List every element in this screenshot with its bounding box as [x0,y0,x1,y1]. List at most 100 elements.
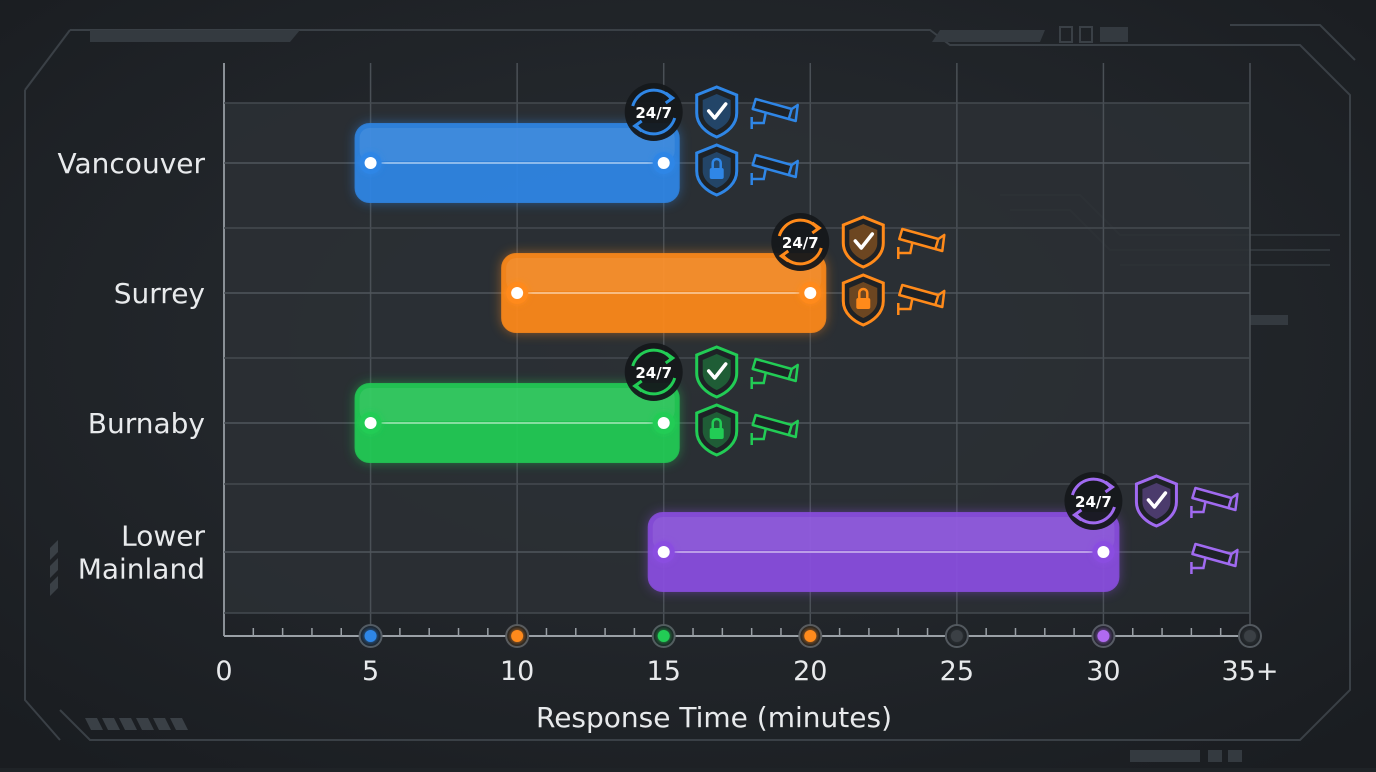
camera-lens [788,419,799,439]
axis-marker [944,624,969,648]
camera-lens [788,363,799,383]
axis-marker [798,624,823,648]
badge-bg [624,83,683,141]
camera-mount [750,112,767,129]
shield-fill [702,94,731,130]
range-bar-body [501,253,827,333]
axis-marker [1091,624,1116,648]
camera-mount [897,242,914,259]
range-bar [354,123,680,203]
status-icon-group: 24/7 [771,213,946,327]
camera-lens [788,159,799,179]
camera-mount [1190,501,1207,518]
shield-outline [695,85,739,139]
x-tick-label: 35+ [1222,656,1279,687]
shield-outline [841,215,885,269]
twenty-four-seven-icon: 24/7 [1064,472,1123,530]
camera-lens [1228,492,1239,512]
range-bar-highlight [359,128,675,161]
range-start-marker [364,157,377,169]
badge-arrow-top [1104,480,1116,494]
range-end-marker [1097,546,1110,558]
check-mark [1146,491,1168,509]
badge-bg [1064,472,1123,530]
badge-arrow-top [664,91,676,105]
range-bar [647,512,1120,592]
badge-arrow-bottom [632,119,643,133]
range-end-marker [657,417,670,429]
badge-label: 24/7 [635,104,672,122]
twenty-four-seven-icon: 24/7 [624,83,683,141]
range-end-marker [804,287,817,299]
shield-check-icon [695,85,739,139]
lock-shackle [711,157,722,168]
x-tick-label: 5 [362,656,379,687]
x-tick-label: 15 [647,656,681,687]
shield-outline [1134,474,1178,528]
shield-fill [1142,483,1171,519]
axis-marker [505,624,530,648]
security-camera-icon [750,153,799,185]
x-tick-label: 25 [940,656,974,687]
axis-marker-dot [364,630,377,642]
axis-marker [358,624,383,648]
badge-arrow-top [811,221,822,235]
shield-check-icon [695,345,739,399]
badge-bg [624,343,683,401]
range-start-marker [657,546,670,558]
x-tick-label: 10 [500,656,534,687]
security-camera-icon [1190,486,1239,518]
range-bar-body [354,123,680,203]
check-mark [706,362,728,380]
shield-check-icon [1134,474,1178,528]
axis-marker [651,624,676,648]
range-bar-body [647,512,1120,592]
axis-marker-dot [657,630,670,642]
icons-layer: 24/7 24/7 24/7 24/7 [624,83,1239,574]
range-bar-body [354,383,680,463]
lock-shackle [858,287,869,298]
axis-marker-dot [511,630,524,642]
security-camera-icon [897,283,946,315]
axis-marker-dot [950,630,963,642]
x-tick-label: 0 [215,656,232,687]
shield-lock-icon [695,143,739,197]
range-bar-highlight [359,388,675,421]
bars-layer [354,123,1120,592]
lock-body [856,298,871,309]
y-category-label: Vancouver [58,147,206,180]
range-bar [501,253,827,333]
badge-label: 24/7 [635,364,672,382]
security-camera-icon [1190,542,1239,574]
y-category-label: Lower [121,520,205,553]
range-bar-highlight [506,258,822,291]
shield-lock-icon [695,403,739,457]
security-camera-icon [750,413,799,445]
badge-arrow-top [664,351,676,365]
camera-mount [750,428,767,445]
twenty-four-seven-icon: 24/7 [771,213,830,271]
badge-bg [771,213,830,271]
twenty-four-seven-icon: 24/7 [624,343,683,401]
badge-label: 24/7 [782,234,819,252]
camera-mount [750,372,767,389]
range-start-marker [511,287,524,299]
status-icon-group: 24/7 [624,83,799,197]
shield-fill [702,354,731,390]
badge-label: 24/7 [1075,493,1112,511]
y-category-label: Surrey [114,277,205,310]
camera-mount [1190,557,1207,574]
range-start-marker [364,417,377,429]
lock-body [709,428,724,439]
axis-marker-dot [804,630,817,642]
camera-lens [934,289,946,309]
check-mark [706,102,728,120]
badge-arrow-bottom [778,249,790,263]
security-camera-icon [750,97,799,129]
axis-marker [1238,624,1262,648]
range-bar [354,383,680,463]
axis-marker-dot [1097,630,1110,642]
